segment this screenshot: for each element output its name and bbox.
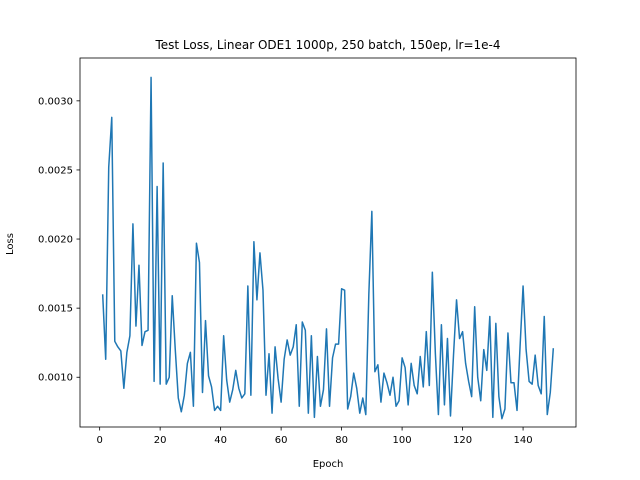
series-line-0 (101, 76, 555, 420)
x-tick-label: 40 (214, 435, 227, 446)
chart-title: Test Loss, Linear ODE1 1000p, 250 batch,… (154, 38, 500, 52)
y-tick-label: 0.0030 (38, 96, 73, 107)
x-tick-label: 0 (96, 435, 102, 446)
y-tick-label: 0.0020 (38, 235, 73, 246)
y-tick-label: 0.0010 (38, 373, 73, 384)
x-axis-label: Epoch (313, 459, 344, 470)
y-axis: 0.0010 0.0015 0.0020 0.0025 0.0030 (38, 96, 80, 384)
axes-frame (79, 57, 577, 428)
y-axis-label: Loss (5, 233, 16, 255)
x-tick-label: 80 (335, 435, 348, 446)
y-tick-label: 0.0015 (38, 304, 73, 315)
x-tick-label: 120 (453, 435, 472, 446)
y-tick-label: 0.0025 (38, 165, 73, 176)
plot-area (79, 57, 577, 428)
x-tick-label: 60 (275, 435, 288, 446)
x-tick-label: 100 (393, 435, 412, 446)
x-tick-label: 140 (514, 435, 533, 446)
x-axis: 0 20 40 60 80 100 120 140 (96, 427, 533, 446)
x-tick-label: 20 (154, 435, 167, 446)
